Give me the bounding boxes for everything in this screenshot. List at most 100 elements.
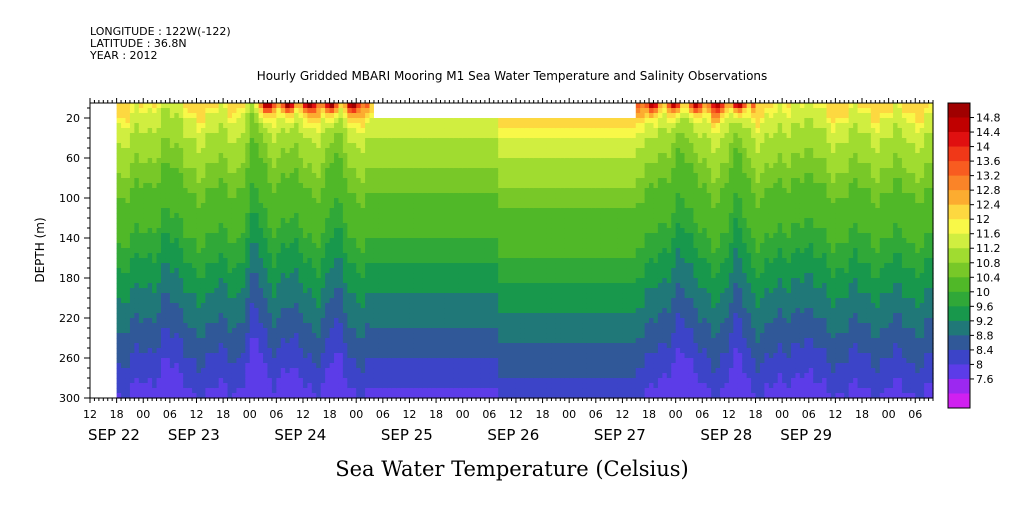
heatmap-cell bbox=[125, 288, 131, 294]
heatmap-cell bbox=[183, 188, 189, 194]
heatmap-cell bbox=[223, 203, 229, 209]
heatmap-cell bbox=[183, 178, 189, 184]
heatmap-cell bbox=[418, 133, 424, 139]
heatmap-cell bbox=[396, 318, 402, 324]
heatmap-cell bbox=[440, 308, 446, 314]
heatmap-cell bbox=[236, 273, 242, 279]
heatmap-cell bbox=[258, 263, 264, 269]
heatmap-cell bbox=[214, 193, 220, 199]
heatmap-cell bbox=[231, 288, 238, 294]
heatmap-cell bbox=[413, 268, 419, 274]
heatmap-cell bbox=[214, 333, 220, 339]
heatmap-cell bbox=[298, 263, 304, 269]
heatmap-cell bbox=[294, 343, 300, 349]
chart-title: Hourly Gridded MBARI Mooring M1 Sea Wate… bbox=[257, 69, 768, 83]
heatmap-cell bbox=[409, 193, 415, 199]
heatmap-cell bbox=[387, 158, 393, 164]
heatmap-cell bbox=[245, 323, 251, 329]
heatmap-cell bbox=[338, 213, 344, 219]
heatmap-cell bbox=[476, 288, 482, 294]
heatmap-cell bbox=[484, 138, 490, 144]
heatmap-cell bbox=[285, 303, 291, 309]
heatmap-cell bbox=[467, 123, 473, 129]
heatmap-cell bbox=[134, 153, 140, 159]
heatmap-cell bbox=[258, 138, 264, 144]
heatmap-cell bbox=[267, 183, 273, 189]
heatmap-cell bbox=[391, 223, 397, 229]
heatmap-cell bbox=[320, 208, 326, 214]
heatmap-cell bbox=[276, 338, 282, 344]
heatmap-cell bbox=[169, 223, 175, 229]
heatmap-cell bbox=[187, 153, 193, 159]
heatmap-cell bbox=[254, 288, 260, 294]
heatmap-cell bbox=[294, 153, 300, 159]
heatmap-cell bbox=[236, 238, 242, 244]
heatmap-cell bbox=[436, 133, 442, 139]
heatmap-cell bbox=[307, 368, 313, 374]
heatmap-cell bbox=[382, 158, 388, 164]
heatmap-cell bbox=[285, 228, 291, 234]
heatmap-cell bbox=[121, 133, 127, 139]
heatmap-cell bbox=[214, 128, 220, 134]
heatmap-cell bbox=[391, 228, 397, 234]
heatmap-cell bbox=[320, 318, 326, 324]
heatmap-cell bbox=[302, 138, 309, 144]
heatmap-cell bbox=[462, 243, 468, 249]
heatmap-cell bbox=[227, 353, 233, 359]
heatmap-cell bbox=[471, 313, 477, 319]
heatmap-cell bbox=[187, 303, 193, 309]
heatmap-cell bbox=[227, 318, 233, 324]
heatmap-cell bbox=[267, 343, 273, 349]
heatmap-cell bbox=[387, 333, 393, 339]
heatmap-cell bbox=[147, 123, 153, 129]
heatmap-cell bbox=[405, 208, 411, 214]
heatmap-cell bbox=[458, 283, 464, 289]
heatmap-cell bbox=[121, 268, 127, 274]
heatmap-cell bbox=[302, 268, 309, 274]
heatmap-cell bbox=[169, 113, 175, 119]
heatmap-cell bbox=[125, 298, 131, 304]
heatmap-cell bbox=[467, 223, 473, 229]
heatmap-cell bbox=[263, 238, 269, 244]
heatmap-cell bbox=[440, 268, 446, 274]
heatmap-cell bbox=[453, 253, 459, 259]
heatmap-cell bbox=[360, 183, 366, 189]
heatmap-cell bbox=[449, 208, 455, 214]
heatmap-cell bbox=[484, 353, 490, 359]
heatmap-cell bbox=[409, 318, 415, 324]
heatmap-cell bbox=[134, 298, 140, 304]
heatmap-cell bbox=[280, 378, 286, 384]
heatmap-cell bbox=[329, 328, 335, 334]
heatmap-cell bbox=[258, 163, 264, 169]
heatmap-cell bbox=[271, 203, 277, 209]
heatmap-cell bbox=[436, 193, 442, 199]
heatmap-cell bbox=[183, 288, 189, 294]
heatmap-cell bbox=[378, 338, 384, 344]
heatmap-cell bbox=[192, 193, 198, 199]
heatmap-cell bbox=[254, 278, 260, 284]
heatmap-cell bbox=[187, 123, 193, 129]
heatmap-cell bbox=[342, 213, 348, 219]
heatmap-cell bbox=[165, 168, 171, 174]
heatmap-cell bbox=[156, 168, 162, 174]
heatmap-cell bbox=[351, 333, 357, 339]
heatmap-cell bbox=[285, 113, 291, 119]
heatmap-cell bbox=[245, 223, 251, 229]
heatmap-cell bbox=[476, 298, 482, 304]
heatmap-cell bbox=[263, 243, 269, 249]
heatmap-cell bbox=[121, 108, 127, 114]
heatmap-cell bbox=[476, 318, 482, 324]
heatmap-cell bbox=[143, 213, 149, 219]
heatmap-cell bbox=[365, 153, 371, 159]
heatmap-cell bbox=[418, 273, 424, 279]
heatmap-cell bbox=[418, 348, 424, 354]
heatmap-cell bbox=[431, 248, 437, 254]
heatmap-cell bbox=[347, 183, 353, 189]
heatmap-cell bbox=[471, 143, 477, 149]
heatmap-cell bbox=[320, 368, 326, 374]
heatmap-cell bbox=[418, 173, 424, 179]
heatmap-cell bbox=[187, 178, 193, 184]
heatmap-cell bbox=[289, 123, 295, 129]
heatmap-cell bbox=[467, 248, 473, 254]
heatmap-cell bbox=[449, 288, 455, 294]
